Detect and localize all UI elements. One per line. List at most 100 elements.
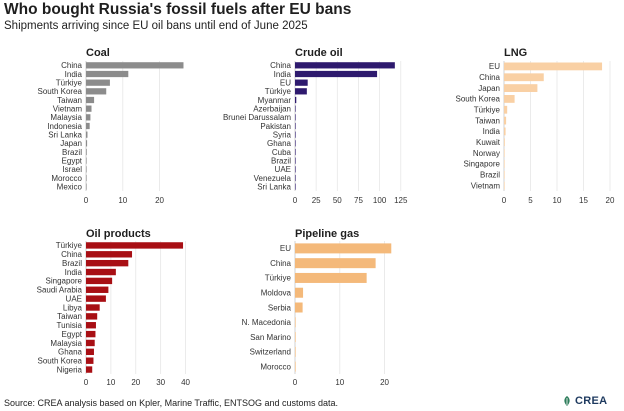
category-label: Tunisia xyxy=(57,321,83,330)
bar-lng xyxy=(504,127,506,136)
category-label: Türkiye xyxy=(265,87,292,96)
category-label: Malaysia xyxy=(50,113,82,122)
bar-lng xyxy=(504,149,505,157)
panel-title-pipeline-gas: Pipeline gas xyxy=(295,228,359,240)
bar-coal xyxy=(86,114,91,121)
category-label: Libya xyxy=(63,303,83,312)
bar-crude-oil xyxy=(295,96,297,104)
category-label: EU xyxy=(280,244,291,253)
bar-pipeline-gas xyxy=(295,361,296,372)
bar-pipeline-gas xyxy=(295,272,367,283)
bar-oil-products xyxy=(86,322,96,329)
bar-lng xyxy=(504,116,507,125)
bar-crude-oil xyxy=(295,148,296,156)
x-tick-label: 100 xyxy=(373,196,387,205)
bar-lng xyxy=(504,181,505,190)
bar-oil-products xyxy=(86,366,93,373)
bar-oil-products xyxy=(86,268,116,276)
panel-title-oil-products: Oil products xyxy=(86,228,151,240)
bar-oil-products xyxy=(86,313,98,320)
category-label: India xyxy=(274,70,292,79)
bar-lng xyxy=(504,138,505,147)
x-tick-label: 0 xyxy=(293,378,298,387)
category-label: Myanmar xyxy=(258,96,292,105)
category-label: Cuba xyxy=(272,148,292,157)
bar-coal xyxy=(86,96,95,104)
x-tick-label: 0 xyxy=(502,196,507,205)
bar-coal xyxy=(86,105,92,112)
category-label: Norway xyxy=(473,149,500,158)
category-label: Singapore xyxy=(46,277,83,286)
bar-coal xyxy=(86,148,87,156)
category-label: Brazil xyxy=(62,148,82,157)
bar-crude-oil xyxy=(295,122,296,130)
x-tick-label: 15 xyxy=(579,196,588,205)
category-label: N. Macedonia xyxy=(242,318,292,327)
category-label: EU xyxy=(489,62,500,71)
category-label: Nigeria xyxy=(57,365,83,374)
panel-crude-oil: Crude oil ChinaIndiaEUTürkiyeMyanmarAzerb… xyxy=(223,47,408,205)
bar-oil-products xyxy=(86,242,184,249)
category-label: China xyxy=(270,259,291,268)
category-label: Pakistan xyxy=(260,122,291,131)
category-label: South Korea xyxy=(456,95,501,104)
x-tick-label: 20 xyxy=(380,378,389,387)
category-label: Japan xyxy=(478,84,500,93)
category-label: Morocco xyxy=(51,174,82,183)
source-note: Source: CREA analysis based on Kpler, Ma… xyxy=(4,398,338,408)
category-label: India xyxy=(65,70,83,79)
bar-oil-products xyxy=(86,286,109,293)
category-label: China xyxy=(61,61,82,70)
bar-pipeline-gas xyxy=(295,332,296,343)
x-tick-label: 40 xyxy=(181,378,190,387)
bar-lng xyxy=(504,73,544,82)
bar-coal xyxy=(86,70,129,78)
category-label: Azerbaijan xyxy=(253,104,291,113)
category-label: India xyxy=(65,268,83,277)
x-tick-label: 10 xyxy=(553,196,562,205)
bar-crude-oil xyxy=(295,70,378,78)
category-label: San Marino xyxy=(250,333,291,342)
bar-lng xyxy=(504,160,505,168)
bar-oil-products xyxy=(86,357,94,364)
chart-subtitle: Shipments arriving since EU oil bans unt… xyxy=(4,20,308,32)
panel-oil-products: Oil productsTürkiyeChinaBrazilIndiaSinga… xyxy=(37,228,191,387)
bar-crude-oil xyxy=(295,183,296,190)
category-label: Ghana xyxy=(58,348,83,357)
category-label: Japan xyxy=(60,139,82,148)
x-tick-label: 25 xyxy=(312,196,321,205)
category-label: Egypt xyxy=(62,156,83,165)
category-label: China xyxy=(61,250,82,259)
bar-coal xyxy=(86,183,87,190)
category-label: EU xyxy=(280,78,291,87)
bar-crude-oil xyxy=(295,140,296,147)
category-label: China xyxy=(270,61,291,70)
x-tick-label: 20 xyxy=(155,196,164,205)
category-label: Saudi Arabia xyxy=(37,286,83,295)
category-label: India xyxy=(483,127,501,136)
category-label: Taiwan xyxy=(475,116,500,125)
category-label: Türkiye xyxy=(56,78,83,87)
bar-oil-products xyxy=(86,339,95,347)
x-tick-label: 75 xyxy=(354,196,363,205)
category-label: Switzerland xyxy=(250,348,291,357)
category-label: Vietnam xyxy=(53,104,83,113)
chart-title: Who bought Russia's fossil fuels after E… xyxy=(4,1,352,18)
panel-pipeline-gas: Pipeline gas EU China Türkiye Moldova Serbia N… xyxy=(242,228,392,387)
bar-crude-oil xyxy=(295,62,395,69)
crea-leaf-icon xyxy=(564,396,570,406)
bar-pipeline-gas xyxy=(295,258,376,269)
x-tick-label: 125 xyxy=(394,196,408,205)
category-label: Taiwan xyxy=(57,96,82,105)
category-label: Morocco xyxy=(260,362,291,371)
bar-coal xyxy=(86,88,107,95)
x-tick-label: 10 xyxy=(106,378,115,387)
bar-pipeline-gas xyxy=(295,243,392,254)
bar-lng xyxy=(504,95,515,103)
bar-crude-oil xyxy=(295,79,308,86)
bar-lng xyxy=(504,62,603,71)
category-label: Israel xyxy=(62,165,82,174)
panel-title-coal: Coal xyxy=(86,47,110,59)
x-tick-label: 5 xyxy=(528,196,533,205)
